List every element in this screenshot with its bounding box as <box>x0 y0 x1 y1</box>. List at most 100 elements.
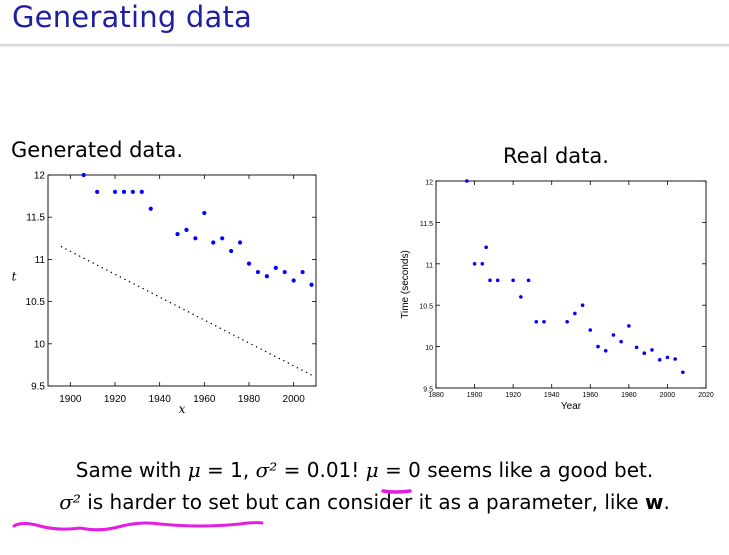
data-point <box>588 328 593 332</box>
y-tick-label: 10.5 <box>419 304 433 311</box>
data-point <box>603 348 608 353</box>
y-tick-label: 12 <box>34 171 46 182</box>
data-point <box>130 189 135 194</box>
data-point <box>573 311 577 316</box>
line2-sigma2: σ² <box>59 490 81 514</box>
data-point <box>596 344 600 349</box>
x-tick-label: 1920 <box>505 392 521 399</box>
data-point <box>184 227 189 232</box>
data-point <box>619 339 623 344</box>
data-point <box>526 278 531 283</box>
line1-text-d: = 0 seems like a good bet. <box>378 458 654 482</box>
y-tick-label: 9.5 <box>423 387 433 394</box>
data-point <box>465 179 469 183</box>
data-point <box>255 269 261 275</box>
sigma-underline-stroke <box>12 521 264 532</box>
x-tick-label: 1960 <box>193 394 216 405</box>
data-point <box>291 278 296 283</box>
x-tick-label: 2020 <box>698 392 714 399</box>
data-point <box>611 333 616 337</box>
line1-mu: μ <box>187 458 201 482</box>
x-tick-label: 2000 <box>660 392 676 399</box>
data-point <box>511 278 515 283</box>
data-point <box>139 189 144 194</box>
data-point <box>300 269 305 275</box>
data-point <box>121 189 127 194</box>
y-tick-label: 9.5 <box>31 382 45 393</box>
data-point <box>175 231 180 237</box>
data-point <box>480 262 485 266</box>
y-tick-label: 10 <box>425 345 433 352</box>
data-point <box>681 370 685 375</box>
data-point <box>229 248 234 254</box>
x-tick-label: 1900 <box>59 394 82 405</box>
data-point <box>81 172 86 178</box>
plot-frame <box>47 174 317 387</box>
data-point <box>673 357 677 361</box>
data-point <box>148 206 153 211</box>
data-point <box>273 265 278 270</box>
data-point <box>193 236 198 241</box>
data-point <box>246 261 252 266</box>
data-point <box>309 282 314 287</box>
data-point <box>542 319 546 324</box>
line1-text-c: = 0.01! <box>277 458 366 482</box>
data-point <box>264 274 269 279</box>
data-point <box>565 319 569 324</box>
plot-frame <box>435 180 707 389</box>
right-plot-caption: Real data. <box>503 144 609 168</box>
data-point <box>220 236 225 241</box>
x-axis-label: Year <box>561 401 582 412</box>
line1-text-a: Same with <box>75 458 188 482</box>
y-tick-label: 11 <box>35 255 46 266</box>
y-axis-label: Time (seconds) <box>400 250 411 319</box>
x-tick-label: 1880 <box>428 392 444 399</box>
x-tick-label: 1900 <box>467 392 483 399</box>
data-point <box>472 262 477 266</box>
y-tick-label: 10 <box>34 339 46 350</box>
x-tick-label: 1980 <box>621 392 637 399</box>
data-point <box>580 303 585 307</box>
model-trend-line <box>60 246 313 376</box>
data-point <box>488 278 492 283</box>
data-point <box>495 278 500 283</box>
data-point <box>634 345 639 350</box>
x-tick-label: 1920 <box>104 394 127 405</box>
data-point <box>650 348 654 352</box>
x-tick-label: 1940 <box>544 392 560 399</box>
y-tick-label: 11 <box>426 262 433 269</box>
x-tick-label: 1940 <box>149 394 172 405</box>
line1-mu-zero: μ <box>365 458 379 482</box>
left-plot-caption: Generated data. <box>11 138 184 162</box>
x-tick-label: 1960 <box>582 392 598 399</box>
data-point <box>95 189 100 194</box>
y-tick-label: 12 <box>425 180 433 187</box>
data-point <box>519 295 523 299</box>
generated-data-chart: 1900 1920 1940 1960 1980 2000 9.5 10 10.5 11 11.5 1… <box>12 171 317 416</box>
slide-title: Generating data <box>12 0 252 34</box>
line1-text-b: = 1, <box>200 458 256 482</box>
x-axis-label: x <box>179 402 186 416</box>
line1-sigma2: σ² <box>255 458 278 482</box>
x-tick-label: 2000 <box>283 394 306 405</box>
data-point <box>484 245 488 250</box>
line2-text: is harder to set but can consider it as … <box>80 490 645 514</box>
data-point <box>202 210 207 216</box>
real-data-chart: 1880 1900 1920 1940 1960 1980 2000 2020 9.5 10 10.… <box>400 179 714 412</box>
data-point <box>282 269 287 275</box>
data-point <box>112 189 118 194</box>
data-point <box>627 324 631 328</box>
data-point <box>211 240 216 245</box>
title-divider <box>0 44 729 47</box>
y-axis-label: t <box>12 270 17 284</box>
data-point <box>657 358 662 362</box>
data-point <box>237 240 243 245</box>
data-point <box>665 355 670 360</box>
y-tick-label: 10.5 <box>26 297 46 308</box>
data-point <box>642 351 647 356</box>
x-tick-label: 1980 <box>238 394 261 405</box>
y-tick-label: 11.5 <box>26 213 45 224</box>
y-tick-label: 11.5 <box>420 221 433 228</box>
line2-period: . <box>663 490 670 514</box>
data-point <box>534 319 539 324</box>
